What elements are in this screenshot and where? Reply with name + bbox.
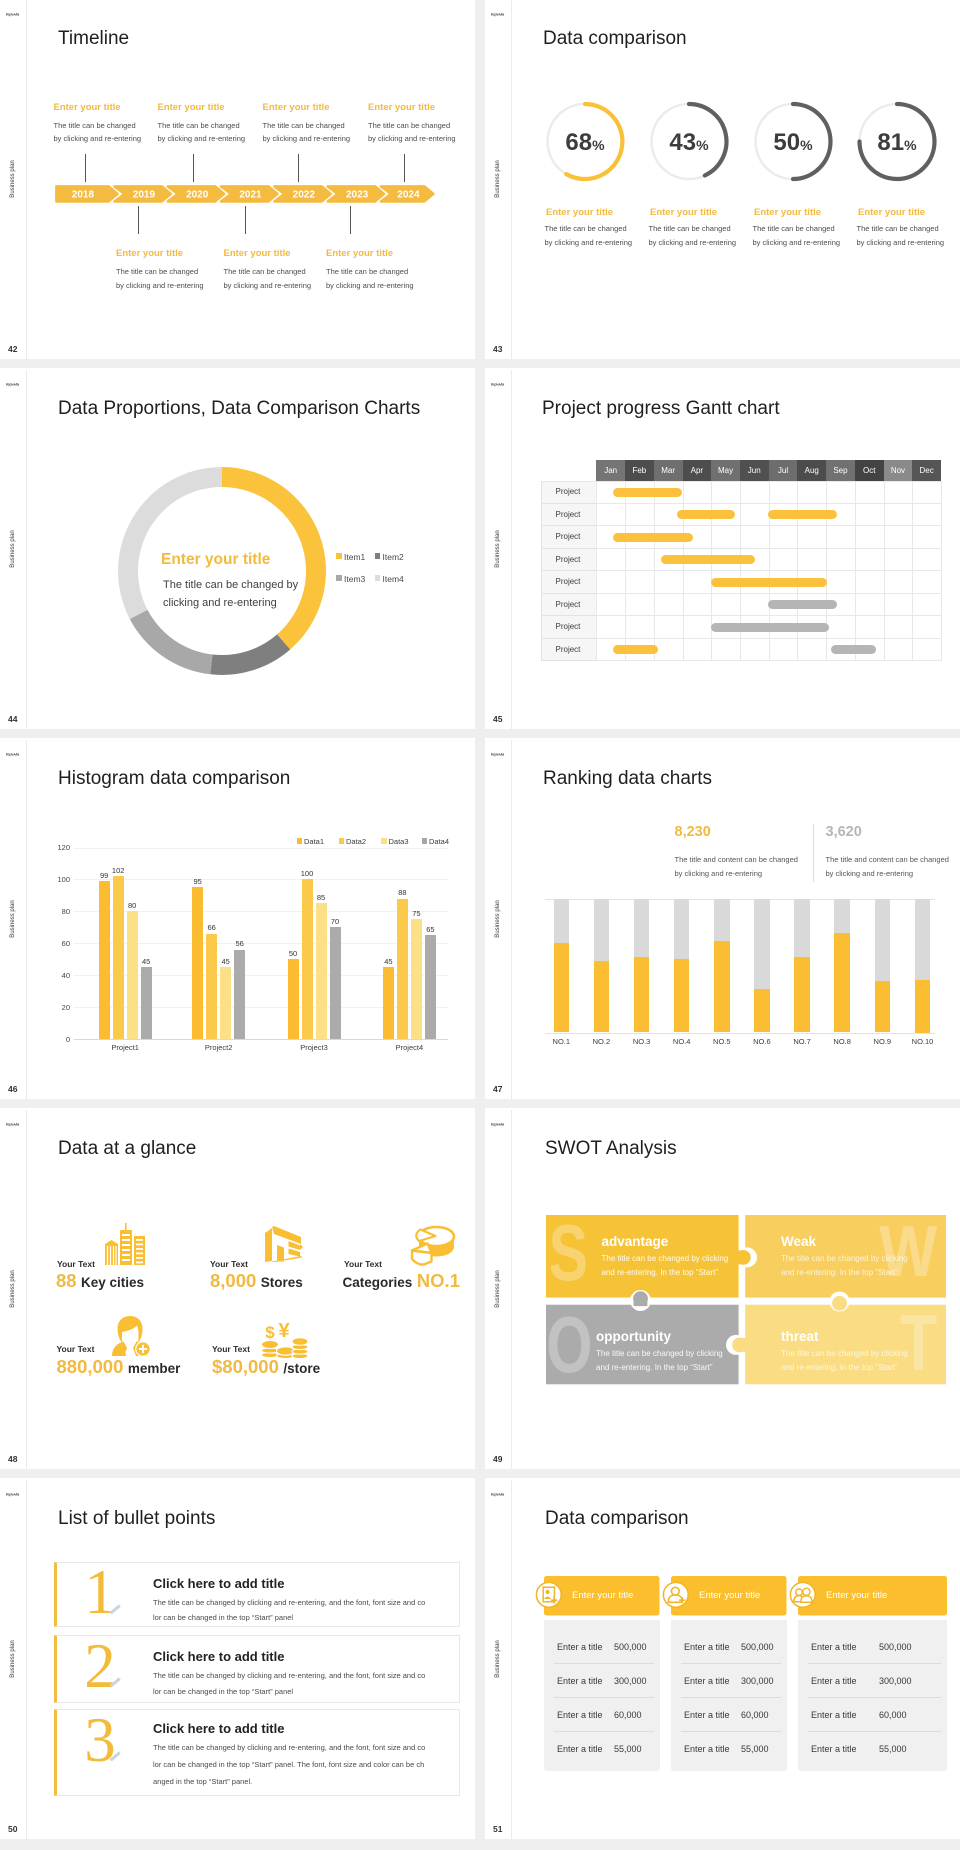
svg-text:2022: 2022 [293,189,316,200]
svg-text:2019: 2019 [133,189,156,200]
svg-text:¥: ¥ [278,1320,290,1342]
svg-text:W: W [879,1212,937,1292]
svg-text:2020: 2020 [186,189,209,200]
svg-text:2021: 2021 [239,189,262,200]
svg-text:$: $ [265,1323,275,1342]
svg-text:O: O [546,1299,592,1389]
svg-text:2023: 2023 [346,189,369,200]
svg-text:2018: 2018 [72,189,95,200]
svg-text:2024: 2024 [397,189,420,200]
svg-text:T: T [900,1299,937,1388]
svg-text:S: S [549,1207,588,1297]
